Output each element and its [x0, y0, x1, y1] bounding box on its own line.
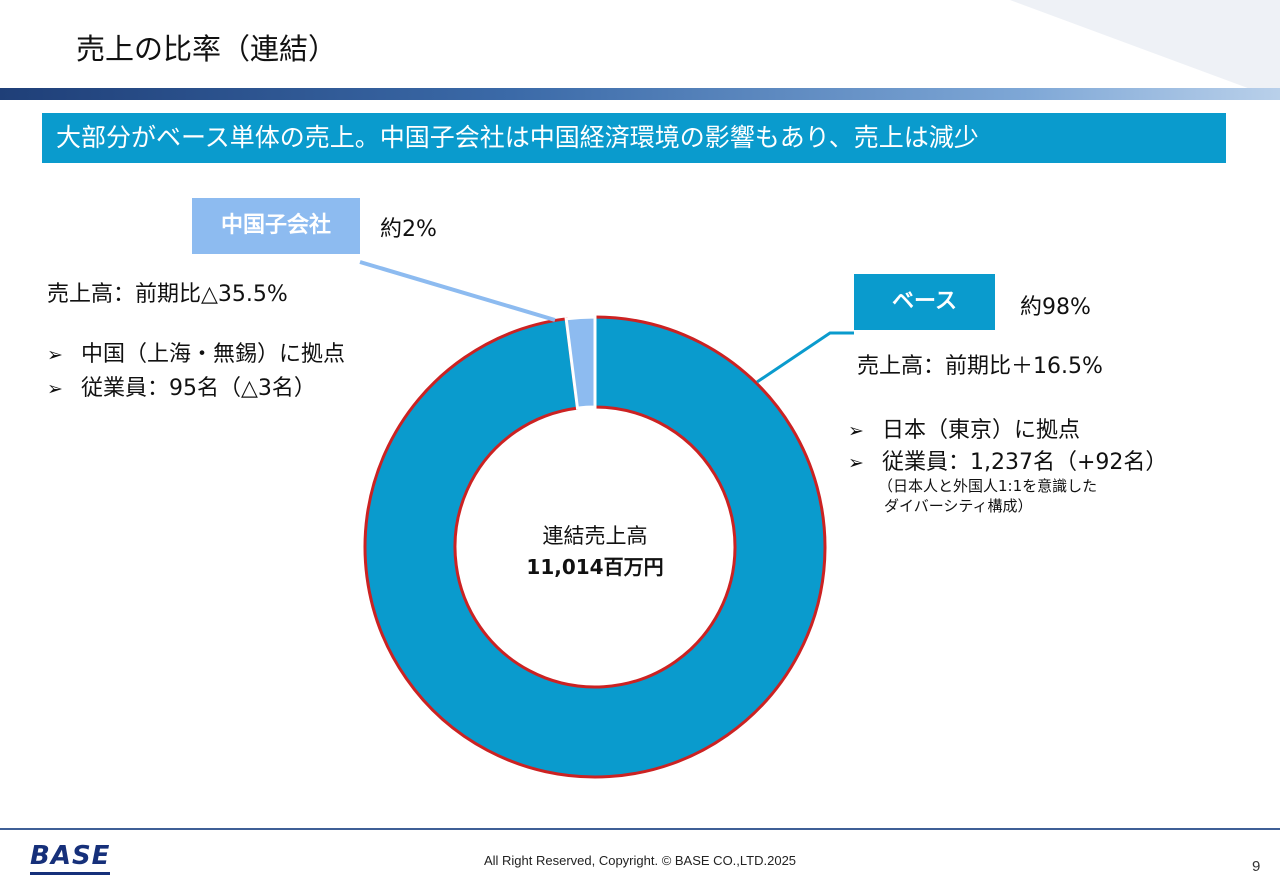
base-sales: 売上高：前期比＋16.5%	[857, 354, 1103, 379]
bullet-arrow-icon: ➢	[47, 344, 63, 366]
subsidiary-bullet: ➢ 中国（上海・無錫）に拠点	[47, 342, 346, 367]
base-note-line: （日本人と外国人1:1を意識した	[878, 477, 1098, 495]
page-title: 売上の比率（連結）	[76, 32, 338, 66]
base-logo: BASE	[30, 841, 111, 871]
corner-decoration	[1010, 0, 1280, 100]
donut-center-label: 連結売上高	[542, 524, 648, 548]
summary-banner: 大部分がベース単体の売上。中国子会社は中国経済環境の影響もあり、売上は減少	[42, 113, 1226, 163]
page-number: 9	[1252, 858, 1261, 875]
logo-underline	[30, 872, 110, 875]
base-bullet: ➢ 従業員：1,237名（+92名）	[848, 450, 1168, 475]
bullet-arrow-icon: ➢	[47, 378, 63, 400]
subsidiary-share: 約2%	[380, 217, 437, 242]
copyright-text: All Right Reserved, Copyright. © BASE CO…	[483, 853, 797, 868]
base-bullet: ➢ 日本（東京）に拠点	[848, 418, 1081, 443]
donut-slice-base	[363, 315, 827, 779]
subsidiary-bullet: ➢ 従業員：95名（△3名）	[47, 376, 316, 401]
base-note: （日本人と外国人1:1を意識した ダイバーシティ構成）	[878, 476, 1097, 516]
header-bar	[0, 88, 1280, 100]
subsidiary-leader-line	[359, 260, 556, 322]
bullet-arrow-icon: ➢	[848, 452, 864, 474]
base-share: 約98%	[1020, 295, 1091, 320]
subsidiary-sales: 売上高：前期比△35.5%	[47, 282, 288, 307]
base-leader-line	[756, 331, 854, 384]
subsidiary-tag-label: 中国子会社	[220, 213, 331, 238]
base-tag: ベース	[854, 274, 995, 330]
base-tag-label: ベース	[892, 289, 957, 314]
footer-line	[0, 828, 1280, 830]
donut-slice-subsidiary	[564, 315, 597, 410]
donut-center-value: 11,014百万円	[526, 555, 664, 579]
bullet-arrow-icon: ➢	[848, 420, 864, 442]
subsidiary-tag: 中国子会社	[192, 198, 360, 254]
base-note-line: ダイバーシティ構成）	[884, 497, 1033, 515]
